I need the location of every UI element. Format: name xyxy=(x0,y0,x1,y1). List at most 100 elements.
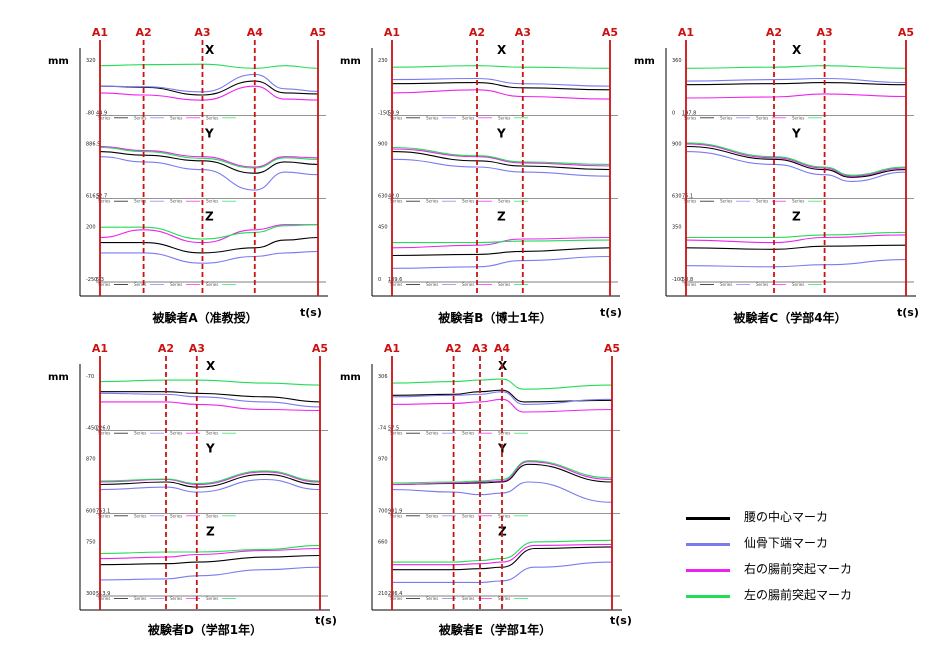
mini-legend-label: Series xyxy=(462,513,474,518)
mini-legend-label: Series xyxy=(170,282,182,287)
axis-label-y: Y xyxy=(791,126,801,140)
tick-label: -80 xyxy=(86,110,94,116)
tick-label: 44.9 xyxy=(96,110,107,116)
tick-label: 300 xyxy=(86,591,96,597)
axis-label-z: Z xyxy=(792,210,801,224)
tick-label: 630 xyxy=(378,194,388,200)
event-marker-label: A5 xyxy=(602,26,618,39)
tick-label: 350 xyxy=(672,225,682,231)
tick-label: 870 xyxy=(86,457,96,463)
y-axis-label: mm xyxy=(340,56,361,67)
series-line-y-1 xyxy=(685,145,907,178)
event-marker-label: A3 xyxy=(515,26,531,39)
mini-legend-label: Series xyxy=(134,513,146,518)
mini-legend-label: Series xyxy=(98,282,110,287)
series-line-y-4 xyxy=(685,142,907,176)
series-line-z-1 xyxy=(392,546,613,571)
series-line-x-3 xyxy=(391,89,611,100)
tick-label: 360 xyxy=(672,58,682,64)
tick-label: 189.6 xyxy=(388,277,402,283)
mini-legend-label: Series xyxy=(170,596,182,601)
mini-legend-label: Series xyxy=(426,282,438,287)
series-line-z-4 xyxy=(392,539,613,563)
event-marker-label: A2 xyxy=(158,342,174,355)
series-line-x-2 xyxy=(99,73,319,93)
legend-label: 右の腸前突起マーカ xyxy=(744,562,853,576)
axis-label-y: Y xyxy=(204,126,214,140)
mini-legend-label: Series xyxy=(756,282,768,287)
tick-label: 660 xyxy=(378,539,388,545)
event-marker-label: A3 xyxy=(189,342,205,355)
panel-title: 被験者D（学部1年） xyxy=(148,622,262,637)
mini-legend-label: Series xyxy=(206,115,218,120)
mini-legend-label: Series xyxy=(684,199,696,204)
event-marker-label: A2 xyxy=(446,342,462,355)
series-line-y-3 xyxy=(391,148,611,167)
series-line-x-1 xyxy=(99,80,319,96)
event-marker-label: A1 xyxy=(678,26,694,39)
mini-legend-label: Series xyxy=(390,596,402,601)
series-line-x-4 xyxy=(685,65,907,69)
panel-title: 被験者B（博士1年） xyxy=(438,310,552,325)
tick-label: 981.9 xyxy=(388,508,402,514)
mini-legend-label: Series xyxy=(426,431,438,436)
tick-label: 50.8 xyxy=(682,277,693,283)
x-axis-label: t(s) xyxy=(315,614,337,627)
event-marker-label: A2 xyxy=(766,26,782,39)
legend-item: 右の腸前突起マーカ xyxy=(686,557,936,583)
tick-label: 513.9 xyxy=(96,591,110,597)
series-line-z-3 xyxy=(99,547,321,560)
series-line-y-1 xyxy=(99,151,319,174)
panel-title: 被験者A（准教授） xyxy=(152,310,257,325)
axis-label-z: Z xyxy=(205,210,214,224)
event-marker-label: A3 xyxy=(817,26,833,39)
mini-legend-label: Series xyxy=(462,199,474,204)
tick-label: 50.9 xyxy=(388,110,399,116)
tick-label: 230 xyxy=(378,58,388,64)
series-line-z-2 xyxy=(391,561,613,583)
panel-5: mmt(s)被験者E（学部1年）X306-7457.5SeriesSeriesS… xyxy=(340,342,632,637)
series-line-z-2 xyxy=(685,259,907,268)
x-axis-label: t(s) xyxy=(600,306,622,319)
tick-label: 970 xyxy=(378,457,388,463)
tick-label: -74 xyxy=(378,426,386,432)
legend-label: 仙骨下端マーカ xyxy=(744,536,829,550)
tick-label: 450 xyxy=(378,225,388,231)
y-axis-label: mm xyxy=(340,372,361,383)
chart-legend: 腰の中心マーカ 仙骨下端マーカ 右の腸前突起マーカ 左の腸前突起マーカ xyxy=(686,505,936,609)
tick-label: 306 xyxy=(378,374,388,380)
tick-label: 200 xyxy=(86,225,96,231)
series-line-z-2 xyxy=(391,255,611,269)
series-line-y-3 xyxy=(99,145,319,168)
series-line-x-3 xyxy=(99,85,319,101)
mini-legend-label: Series xyxy=(720,199,732,204)
mini-legend-label: Series xyxy=(390,431,402,436)
series-line-x-4 xyxy=(391,378,613,390)
mini-legend-label: Series xyxy=(134,199,146,204)
mini-legend-label: Series xyxy=(684,282,696,287)
tick-label: 700 xyxy=(378,508,388,514)
mini-legend-label: Series xyxy=(170,431,182,436)
mini-legend-label: Series xyxy=(98,431,110,436)
panel-title: 被験者E（学部1年） xyxy=(439,622,552,637)
tick-label: -450 xyxy=(86,426,97,432)
series-line-y-1 xyxy=(391,151,611,171)
series-line-x-3 xyxy=(391,398,613,413)
event-marker-label: A5 xyxy=(898,26,914,39)
tick-label: -100 xyxy=(672,277,683,283)
series-line-y-2 xyxy=(391,481,613,503)
series-line-z-2 xyxy=(100,250,319,264)
tick-label: 0 xyxy=(378,277,381,283)
series-line-z-3 xyxy=(99,224,318,244)
mini-legend-label: Series xyxy=(390,115,402,120)
series-line-y-3 xyxy=(391,461,613,486)
axis-label-x: X xyxy=(497,43,507,57)
event-marker-label: A4 xyxy=(494,342,511,355)
series-line-y-2 xyxy=(685,151,907,182)
mini-legend-label: Series xyxy=(134,115,146,120)
series-line-x-3 xyxy=(685,93,907,99)
event-marker-label: A2 xyxy=(136,26,152,39)
